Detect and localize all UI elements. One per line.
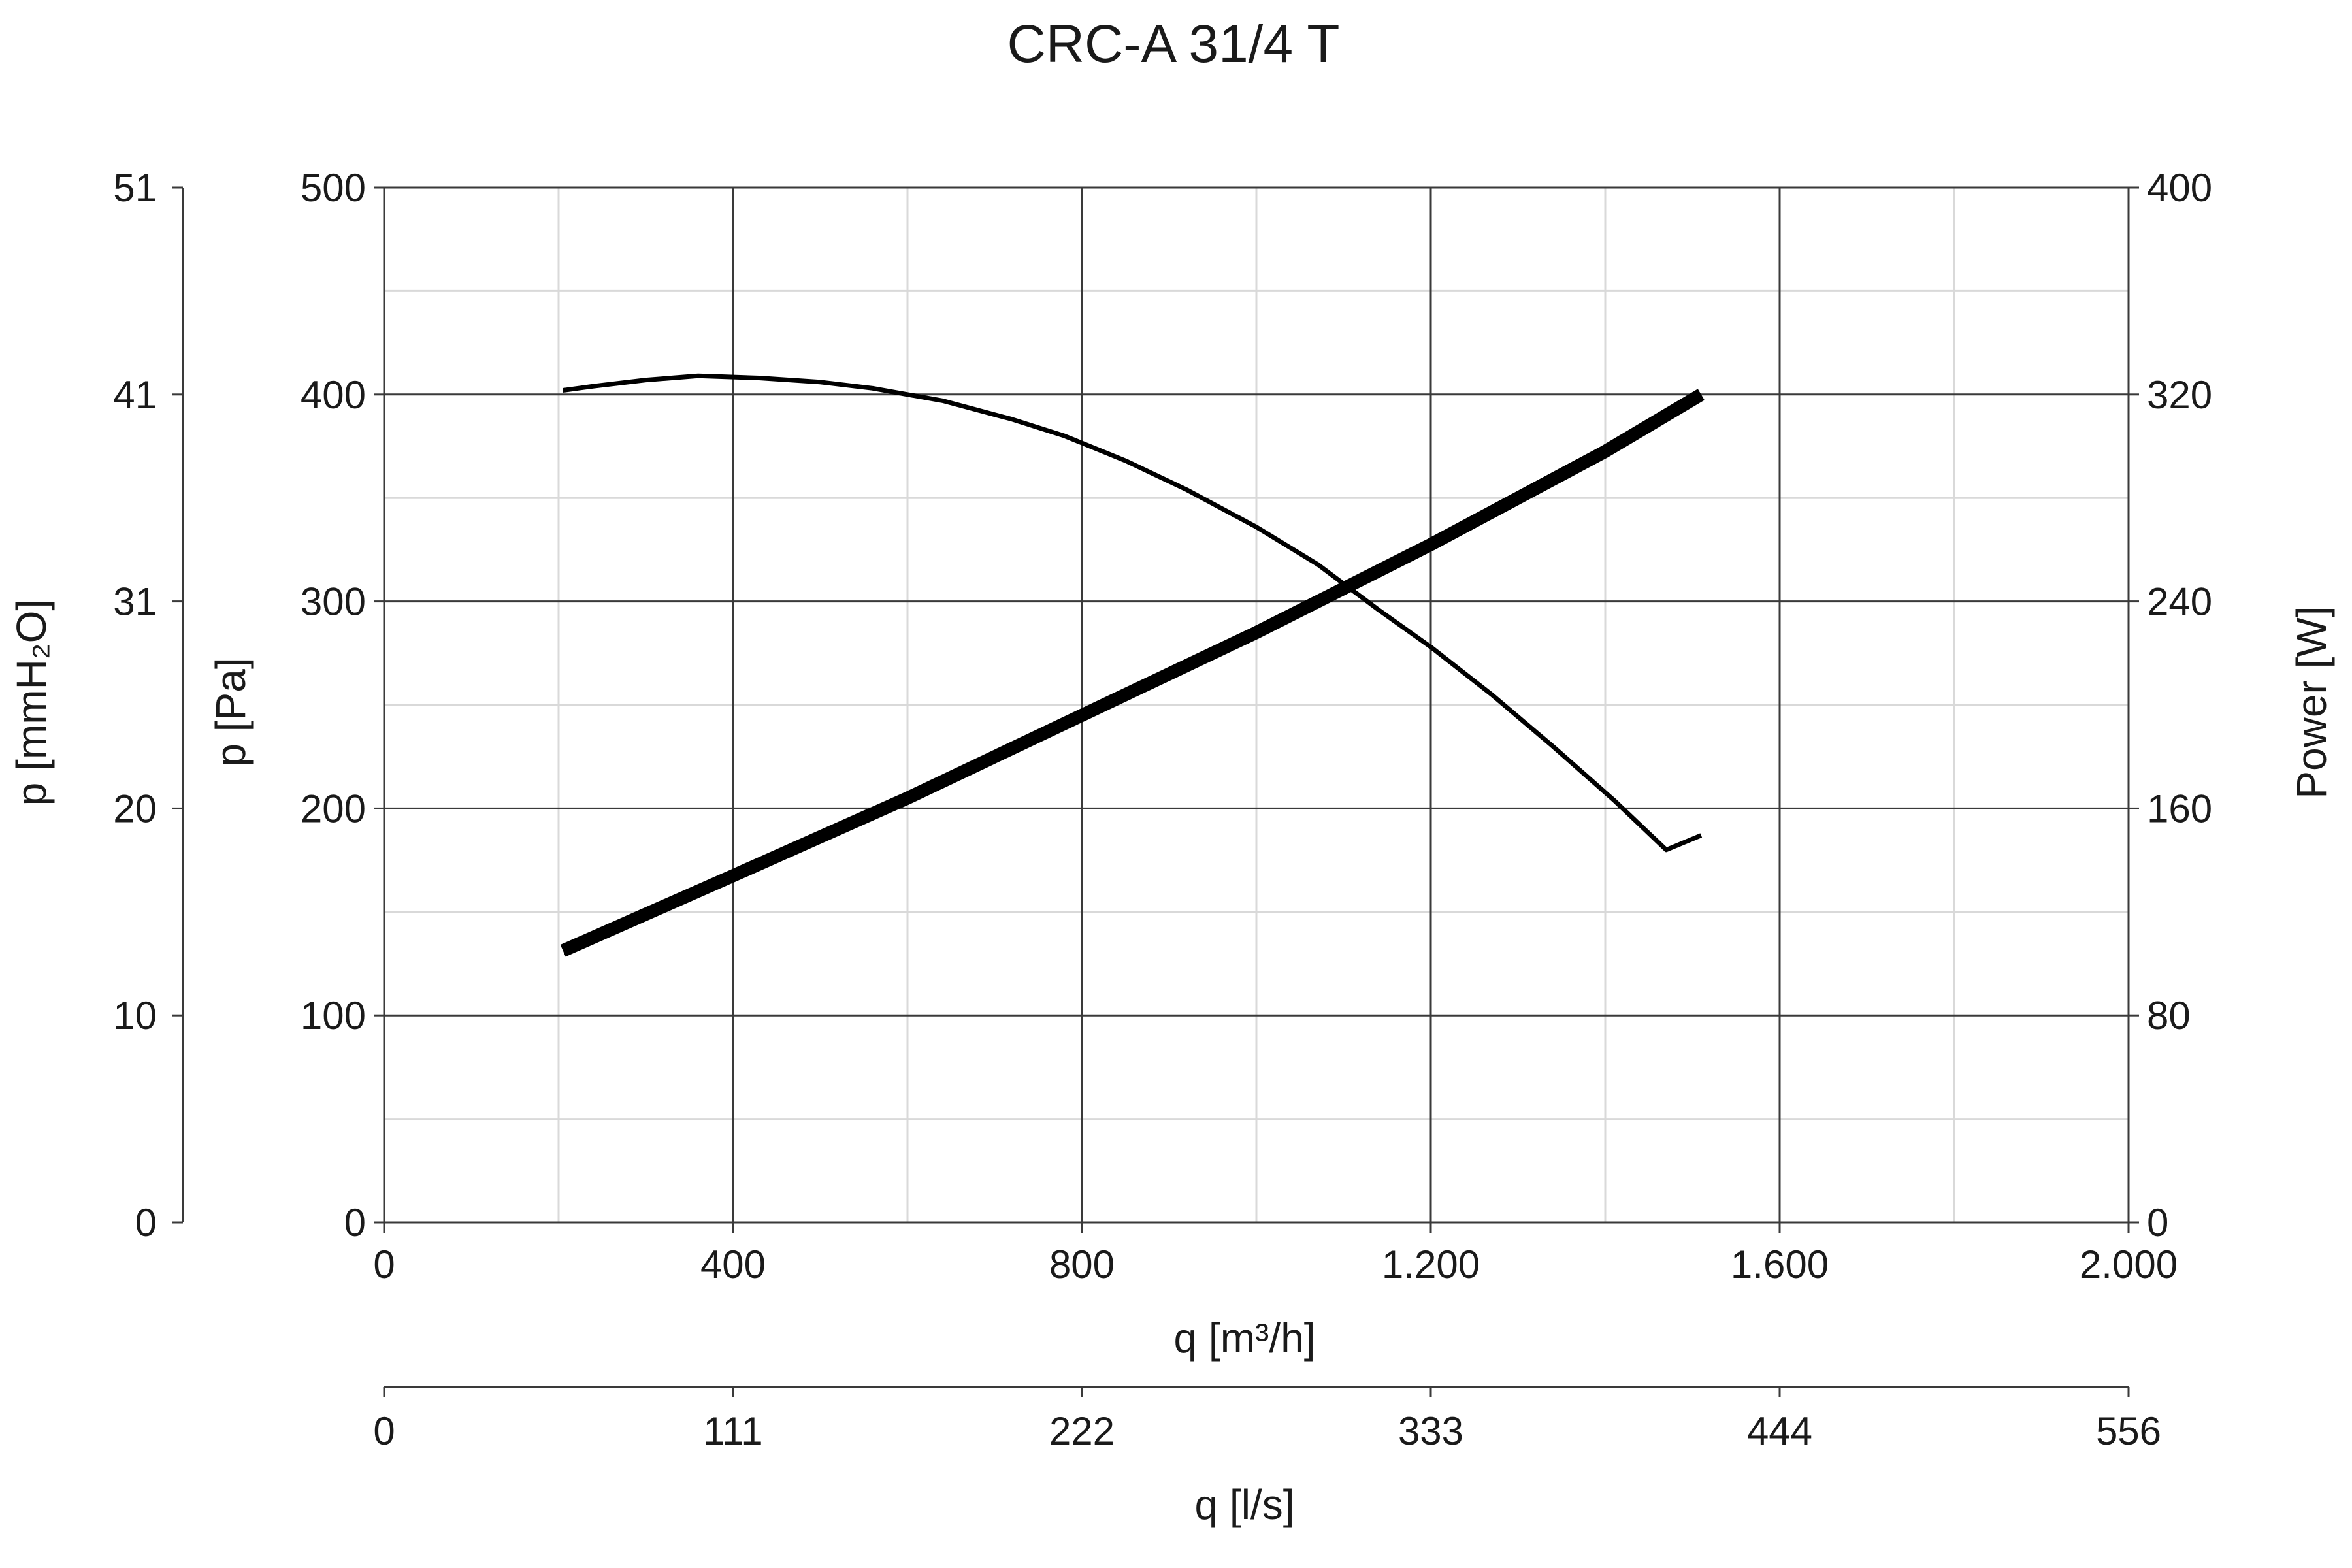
y-outer-tick-label: 10 <box>113 994 157 1037</box>
y-outer-tick-label: 31 <box>113 580 157 624</box>
y-outer-tick-label: 20 <box>113 787 157 830</box>
y-axis-power: 0 80 160 240 320 400 <box>2129 166 2212 1245</box>
minor-gridlines <box>384 188 2129 1222</box>
y-tick-label: 500 <box>301 166 366 210</box>
y-right-tick-label: 240 <box>2147 580 2212 624</box>
y-tick-label: 400 <box>301 373 366 417</box>
x-secondary-tick-label: 333 <box>1398 1409 1463 1453</box>
y-right-tick-label: 320 <box>2147 373 2212 417</box>
x-axis-m3h: 0 400 800 1.200 1.600 2.000 <box>373 1222 2178 1286</box>
y-tick-label: 200 <box>301 787 366 830</box>
x-tick-label: 2.000 <box>2080 1243 2178 1286</box>
x-tick-label: 400 <box>700 1243 766 1286</box>
major-gridlines <box>383 186 2130 1224</box>
y-right-tick-label: 80 <box>2147 994 2191 1037</box>
y-right-tick-label: 400 <box>2147 166 2212 210</box>
x-secondary-tick-label: 556 <box>2096 1409 2161 1453</box>
x-axis-secondary-label: q [l/s] <box>1195 1481 1295 1528</box>
x-tick-label: 0 <box>373 1243 395 1286</box>
x-axis-ls: 0 111 222 333 444 556 <box>373 1386 2161 1453</box>
power-curve-line <box>560 389 1705 957</box>
y-axis-mmh2o: 0 10 20 31 41 51 <box>113 166 184 1245</box>
x-tick-label: 1.600 <box>1731 1243 1829 1286</box>
x-secondary-tick-label: 444 <box>1747 1409 1812 1453</box>
x-tick-label: 1.200 <box>1382 1243 1480 1286</box>
y-tick-label: 100 <box>301 994 366 1037</box>
series-lines <box>560 373 1705 957</box>
y-tick-label: 300 <box>301 580 366 624</box>
pressure-curve-line <box>563 373 1703 853</box>
y-outer-tick-label: 51 <box>113 166 157 210</box>
x-secondary-tick-label: 0 <box>373 1409 395 1453</box>
y-right-tick-label: 160 <box>2147 787 2212 830</box>
y-outer-tick-label: 41 <box>113 373 157 417</box>
y-axis-outer-label: p [mmH₂O] <box>8 599 55 806</box>
y-outer-tick-label: 0 <box>135 1201 157 1245</box>
y-right-tick-label: 0 <box>2147 1201 2168 1245</box>
y-axis-pa: 0 100 200 300 400 500 <box>301 166 384 1245</box>
y-axis-right-label: Power [W] <box>2288 606 2335 798</box>
x-secondary-tick-label: 111 <box>703 1409 762 1453</box>
x-axis-label: q [m³/h] <box>1174 1315 1316 1362</box>
x-tick-label: 800 <box>1049 1243 1115 1286</box>
x-secondary-tick-label: 222 <box>1049 1409 1115 1453</box>
y-axis-label: p [Pa] <box>207 657 254 766</box>
y-tick-label: 0 <box>344 1201 366 1245</box>
chart-title: CRC-A 31/4 T <box>1007 14 1340 74</box>
